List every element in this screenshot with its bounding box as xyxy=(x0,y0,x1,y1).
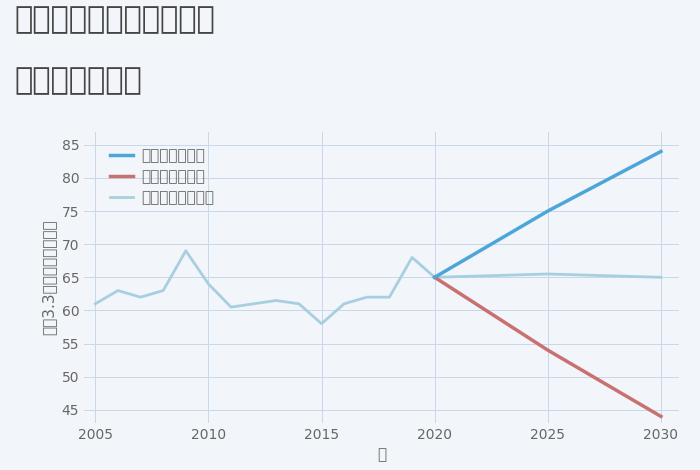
グッドシナリオ xyxy=(657,149,665,154)
グッドシナリオ xyxy=(430,274,439,280)
Line: グッドシナリオ: グッドシナリオ xyxy=(435,151,661,277)
ノーマルシナリオ xyxy=(544,271,552,277)
ノーマルシナリオ xyxy=(430,274,439,280)
バッドシナリオ xyxy=(544,347,552,353)
ノーマルシナリオ xyxy=(657,274,665,280)
Line: ノーマルシナリオ: ノーマルシナリオ xyxy=(435,274,661,277)
バッドシナリオ xyxy=(657,414,665,419)
Line: バッドシナリオ: バッドシナリオ xyxy=(435,277,661,416)
バッドシナリオ xyxy=(430,274,439,280)
Text: 土地の価格推移: 土地の価格推移 xyxy=(14,66,141,95)
Text: 大阪府泉大津市小松町の: 大阪府泉大津市小松町の xyxy=(14,5,215,34)
Y-axis label: 坪（3.3㎡）単価（万円）: 坪（3.3㎡）単価（万円） xyxy=(41,219,56,335)
Legend: グッドシナリオ, バッドシナリオ, ノーマルシナリオ: グッドシナリオ, バッドシナリオ, ノーマルシナリオ xyxy=(104,142,220,212)
X-axis label: 年: 年 xyxy=(377,447,386,462)
グッドシナリオ xyxy=(544,208,552,214)
